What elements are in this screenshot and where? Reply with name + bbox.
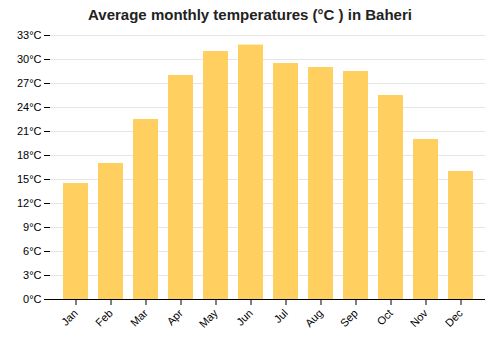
svg-text:18°C: 18°C xyxy=(17,149,42,161)
svg-text:Apr: Apr xyxy=(164,307,185,328)
svg-text:Jan: Jan xyxy=(59,307,80,328)
svg-text:12°C: 12°C xyxy=(17,197,42,209)
svg-text:33°C: 33°C xyxy=(17,29,42,41)
svg-text:21°C: 21°C xyxy=(17,125,42,137)
svg-text:9°C: 9°C xyxy=(23,221,42,233)
html-text:Average monthly temperatures (: Average monthly temperatures (°C ) in Ba… xyxy=(88,6,412,23)
svg-text:Nov: Nov xyxy=(408,306,431,329)
svg-text:Jun: Jun xyxy=(234,307,255,328)
svg-text:0°C: 0°C xyxy=(23,293,42,305)
svg-text:Oct: Oct xyxy=(374,307,395,328)
svg-text:Aug: Aug xyxy=(303,307,325,329)
svg-text:24°C: 24°C xyxy=(17,101,42,113)
svg-text:30°C: 30°C xyxy=(17,53,42,65)
svg-text:Mar: Mar xyxy=(128,307,150,329)
svg-text:15°C: 15°C xyxy=(17,173,42,185)
svg-text:Sep: Sep xyxy=(338,307,360,329)
svg-text:27°C: 27°C xyxy=(17,77,42,89)
svg-text:Dec: Dec xyxy=(443,306,466,329)
svg-text:Feb: Feb xyxy=(93,307,115,329)
svg-text:May: May xyxy=(197,306,221,330)
svg-text:3°C: 3°C xyxy=(23,269,42,281)
svg-text:6°C: 6°C xyxy=(23,245,42,257)
svg-text:Jul: Jul xyxy=(271,307,289,325)
